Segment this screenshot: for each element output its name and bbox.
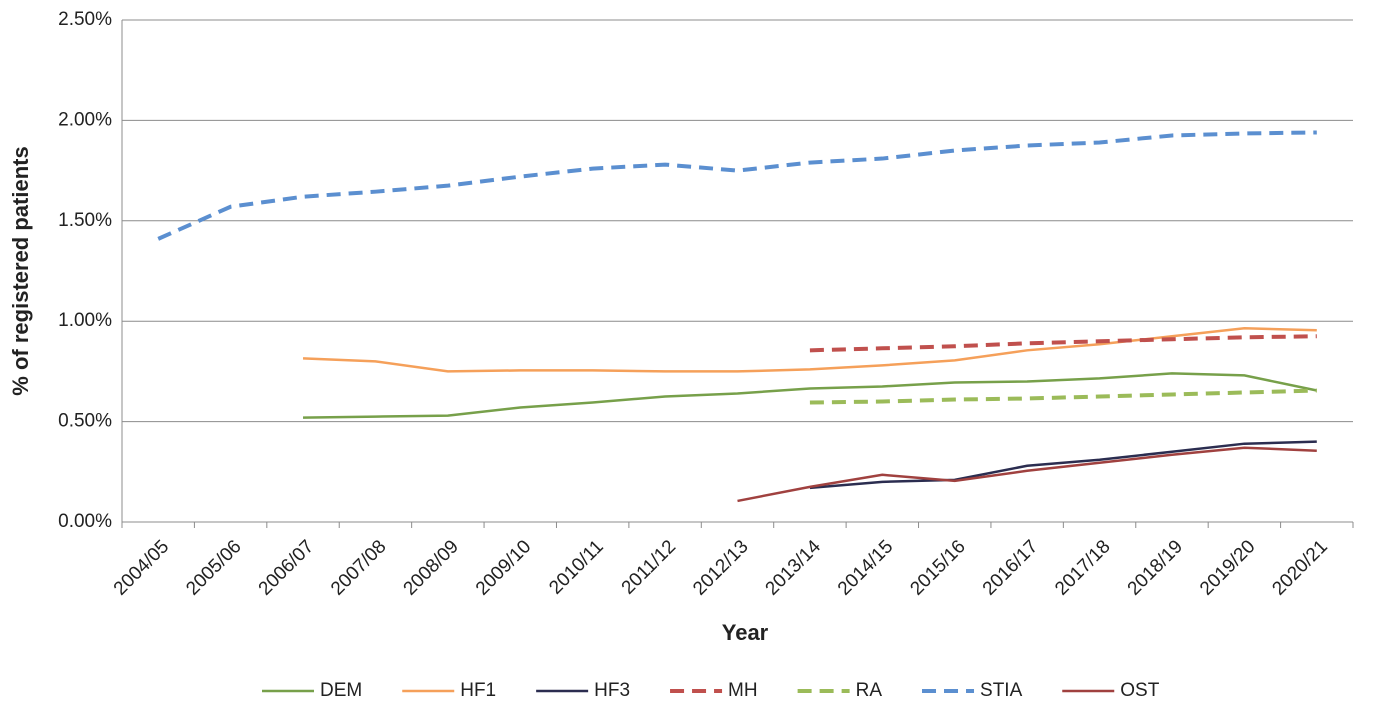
legend-label: STIA: [980, 680, 1023, 701]
y-axis-title: % of registered patients: [8, 146, 33, 395]
series-line: [809, 334, 1317, 353]
x-tick-label: 2020/21: [1268, 536, 1331, 599]
x-axis-title: Year: [722, 620, 769, 645]
legend-label: HF3: [594, 680, 630, 701]
x-tick-label: 2009/10: [472, 536, 535, 599]
x-tick-label: 2018/19: [1124, 536, 1187, 599]
series-line: [809, 440, 1317, 490]
legend-label: MH: [728, 680, 758, 701]
legend-label: DEM: [320, 680, 362, 701]
x-tick-label: 2019/20: [1196, 536, 1259, 599]
x-tick-label: 2004/05: [110, 536, 173, 599]
series-line: [157, 130, 1317, 241]
legend-label: OST: [1120, 680, 1159, 701]
x-tick-label: 2008/09: [400, 536, 463, 599]
x-tick-label: 2015/16: [906, 536, 969, 599]
series-line: [737, 446, 1317, 503]
x-tick-label: 2011/12: [618, 536, 680, 598]
y-tick-label: 2.00%: [58, 109, 112, 130]
x-tick-label: 2012/13: [689, 536, 752, 599]
series-line: [809, 388, 1317, 405]
legend-label: HF1: [460, 680, 496, 701]
legend-label: RA: [856, 680, 883, 701]
series-line: [303, 372, 1318, 419]
x-tick-label: 2006/07: [255, 536, 318, 599]
x-tick-label: 2014/15: [834, 536, 897, 599]
y-tick-label: 2.50%: [58, 9, 112, 30]
x-tick-label: 2010/11: [545, 536, 607, 598]
y-tick-label: 1.50%: [58, 210, 112, 231]
x-tick-label: 2005/06: [182, 536, 245, 599]
x-tick-label: 2007/08: [327, 536, 390, 599]
y-tick-label: 1.00%: [58, 310, 112, 331]
x-tick-label: 2013/14: [762, 536, 826, 600]
x-tick-label: 2016/17: [979, 536, 1042, 599]
y-tick-label: 0.00%: [58, 511, 112, 532]
x-tick-label: 2017/18: [1051, 536, 1114, 599]
y-tick-label: 0.50%: [58, 411, 112, 432]
